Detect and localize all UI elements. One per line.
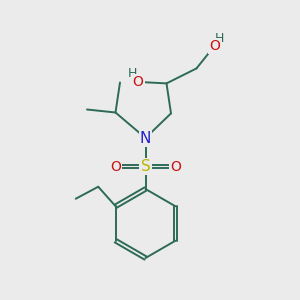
Text: S: S	[141, 159, 150, 174]
Text: H: H	[128, 67, 137, 80]
Text: O: O	[133, 75, 143, 89]
Text: O: O	[170, 160, 181, 173]
Text: N: N	[140, 130, 151, 146]
Text: H: H	[215, 32, 225, 45]
Text: O: O	[209, 39, 220, 53]
Text: O: O	[110, 160, 121, 173]
